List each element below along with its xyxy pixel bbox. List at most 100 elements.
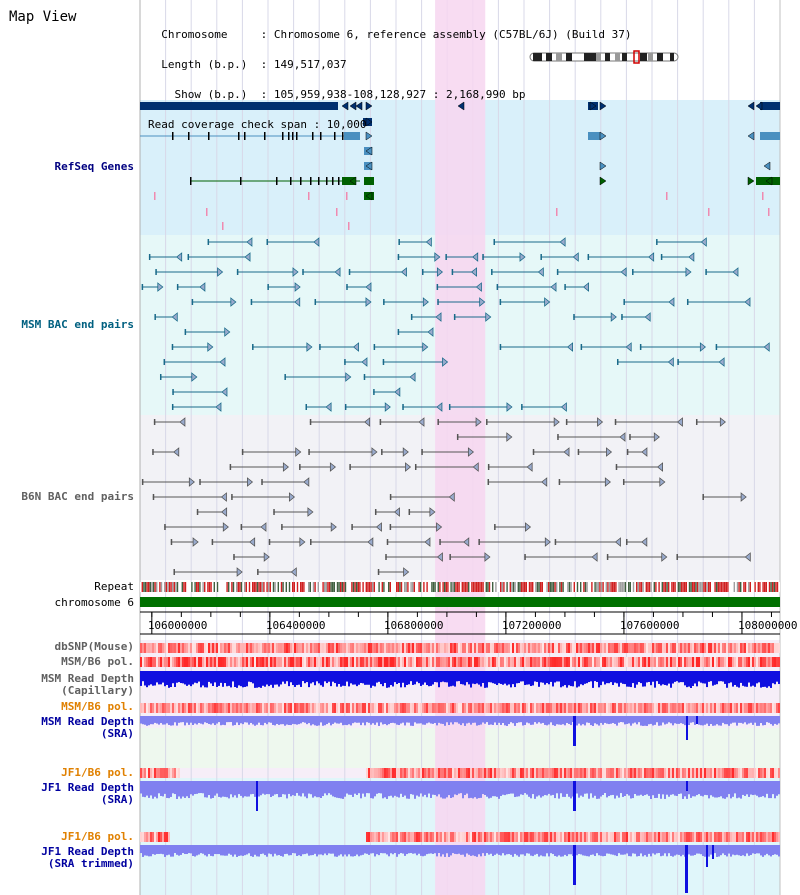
msm-pol-cell: [230, 657, 232, 667]
jf1-depth-trim-bar: [282, 845, 284, 857]
msm-depth-sra-bar: [776, 716, 778, 725]
track-label-jf1-pol-2[interactable]: JF1/B6 pol.: [61, 830, 134, 843]
msm-depth-sra-bar: [630, 716, 632, 726]
msm-depth-sra-bar: [738, 716, 740, 723]
repeat-element: [480, 582, 483, 592]
jf1-pol2-cell: [630, 832, 632, 842]
jf1-depth-sra-bar: [624, 781, 626, 796]
jf1-depth-sra-bar: [158, 781, 160, 794]
repeat-element: [260, 582, 262, 592]
track-label-repeat[interactable]: Repeat: [94, 580, 134, 593]
jf1-depth-sra-bar: [210, 781, 212, 799]
msm-bac-arrow: [648, 252, 655, 262]
msm-depth-capillary-bar: [710, 671, 712, 682]
dbsnp-cell: [504, 643, 506, 653]
jf1-pol-cell: [704, 768, 706, 778]
jf1-pol2-cell: [778, 832, 780, 842]
jf1-depth-sra-bar: [676, 781, 678, 796]
track-label-msm-pol-2[interactable]: MSM/B6 pol.: [61, 700, 134, 713]
msm-depth-capillary-bar: [740, 671, 742, 683]
jf1-depth-trim-bar: [532, 845, 534, 857]
dbsnp-cell: [266, 643, 268, 653]
msm-bac-end: [363, 374, 366, 380]
jf1-pol-cell: [460, 768, 462, 778]
track-label-jf1-pol[interactable]: JF1/B6 pol.: [61, 766, 134, 779]
msm-pol-cell: [272, 657, 274, 667]
jf1-depth-sra-bar: [744, 781, 746, 796]
msm-depth-capillary-bar: [476, 671, 478, 684]
msm-depth-capillary-bar: [546, 671, 548, 684]
msm-bac-end: [302, 269, 304, 275]
msm-pol2-cell: [440, 703, 442, 713]
jf1-pol-cell: [162, 768, 164, 778]
dbsnp-cell: [568, 643, 570, 653]
jf1-depth-trim-bar: [744, 845, 746, 857]
dbsnp-cell: [678, 643, 680, 653]
jf1-depth-sra-bar: [566, 781, 568, 794]
repeat-element: [146, 582, 148, 592]
dbsnp-cell: [518, 643, 520, 653]
track-label-chromosome[interactable]: chromosome 6: [54, 596, 134, 609]
msm-depth-capillary-bar: [668, 671, 670, 684]
track-label-msm-pol[interactable]: MSM/B6 pol.: [61, 655, 134, 668]
gene-strand-arrow: [365, 101, 373, 111]
track-label-msm-depth-capillary[interactable]: MSM Read Depth (Capillary): [41, 673, 134, 697]
jf1-pol-cell: [728, 768, 730, 778]
dbsnp-cell: [310, 643, 312, 653]
b6n-bac-end: [615, 464, 618, 470]
msm-bac-arrow: [566, 342, 573, 352]
dbsnp-cell: [618, 643, 620, 653]
dbsnp-cell: [164, 643, 166, 653]
jf1-pol2-cell: [580, 832, 582, 842]
jf1-pol-cell: [630, 768, 632, 778]
msm-pol-cell: [436, 657, 438, 667]
track-label-b6n-bac[interactable]: B6N BAC end pairs: [21, 490, 134, 503]
jf1-depth-trim-bar: [612, 845, 614, 855]
repeat-element: [351, 582, 353, 592]
msm-pol-cell: [494, 657, 496, 667]
jf1-depth-trim-bar: [486, 845, 488, 854]
jf1-depth-trim-bar: [734, 845, 736, 856]
dbsnp-cell: [550, 643, 552, 653]
jf1-depth-sra-bar: [382, 781, 384, 799]
msm-bac-arrow: [345, 372, 352, 382]
msm-bac-arrow: [325, 402, 332, 412]
repeat-element: [632, 582, 635, 592]
b6n-bac-end: [241, 449, 244, 455]
track-label-jf1-depth-trimmed[interactable]: JF1 Read Depth (SRA trimmed): [41, 846, 134, 870]
msm-depth-sra-bar: [274, 716, 276, 726]
repeat-element: [202, 582, 204, 592]
track-label-jf1-depth-sra[interactable]: JF1 Read Depth (SRA): [41, 782, 134, 806]
track-label-msm-bac[interactable]: MSM BAC end pairs: [21, 318, 134, 331]
msm-bac-end: [184, 329, 187, 335]
repeat-element: [412, 582, 414, 592]
msm-depth-capillary-bar: [754, 671, 756, 687]
jf1-pol-cell: [156, 768, 158, 778]
dbsnp-cell: [288, 643, 290, 653]
msm-depth-capillary-bar: [294, 671, 296, 687]
msm-depth-capillary-bar: [718, 671, 720, 682]
dbsnp-cell: [260, 643, 262, 653]
dbsnp-cell: [546, 643, 548, 653]
msm-depth-sra-bar: [322, 716, 324, 726]
repeat-element: [768, 582, 771, 592]
msm-pol-cell: [744, 657, 746, 667]
track-label-dbsnp[interactable]: dbSNP(Mouse): [54, 640, 134, 653]
msm-pol2-cell: [478, 703, 480, 713]
track-label-refseq[interactable]: RefSeq Genes: [54, 160, 134, 173]
jf1-depth-sra-bar: [290, 781, 292, 797]
jf1-pol2-cell: [554, 832, 556, 842]
dbsnp-cell: [536, 643, 538, 653]
jf1-depth-trim-bar: [602, 845, 604, 857]
jf1-depth-trim-bar: [190, 845, 192, 854]
msm-bac-end: [348, 269, 351, 275]
msm-bac-arrow: [485, 312, 492, 322]
track-label-msm-depth-sra[interactable]: MSM Read Depth (SRA): [41, 716, 134, 740]
jf1-pol-cell: [470, 768, 472, 778]
msm-depth-sra-bar: [146, 716, 148, 726]
jf1-depth-trim-bar: [312, 845, 314, 856]
b6n-bac-arrow: [282, 462, 289, 472]
msm-pol-cell: [472, 657, 474, 667]
jf1-depth-trim-bar: [530, 845, 532, 856]
jf1-pol2-cell: [646, 832, 648, 842]
